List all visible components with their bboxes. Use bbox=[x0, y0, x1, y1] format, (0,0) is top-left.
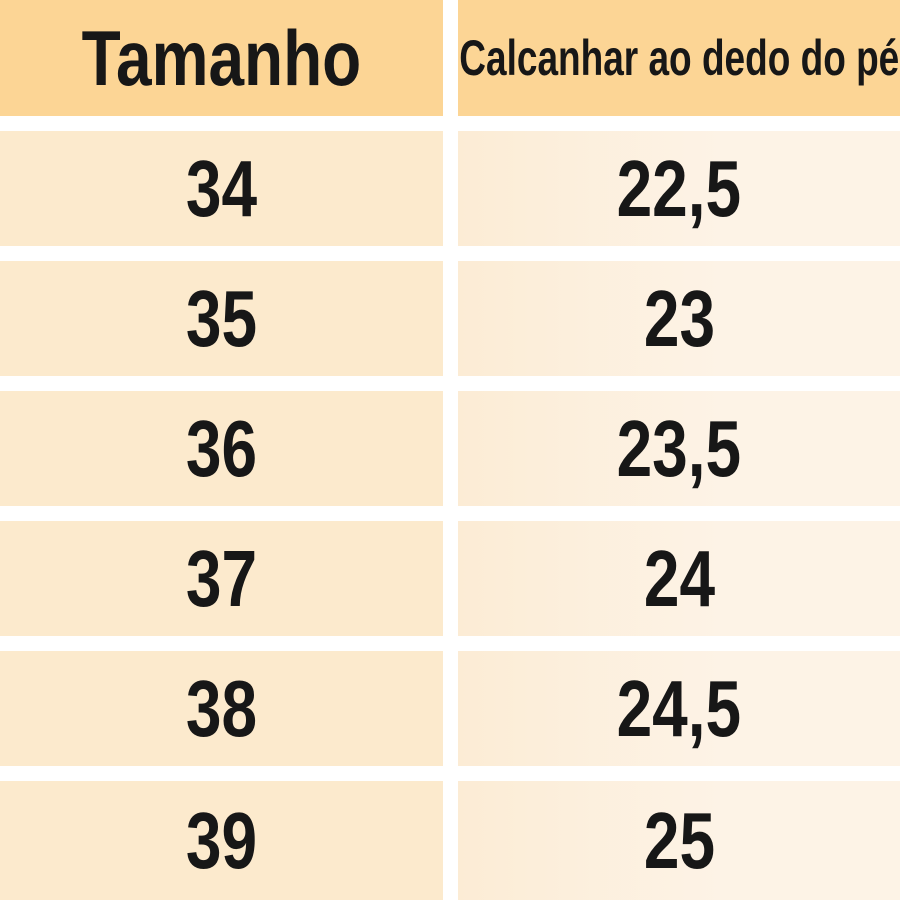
measure-value: 25 bbox=[643, 795, 715, 885]
table-row-3-size-cell: 36 bbox=[0, 391, 443, 506]
table-row-6-measure-cell: 25 bbox=[458, 781, 900, 900]
column-header-calcanhar-label: Calcanhar ao dedo do pé bbox=[459, 30, 899, 86]
table-row-3-measure-cell: 23,5 bbox=[458, 391, 900, 506]
table-row-2-size-cell: 35 bbox=[0, 261, 443, 376]
size-value: 34 bbox=[185, 143, 258, 233]
size-value: 39 bbox=[185, 795, 258, 885]
table-row-6-size-cell: 39 bbox=[0, 781, 443, 900]
table-row-1-measure-cell: 22,5 bbox=[458, 131, 900, 246]
table-row-5-measure-cell: 24,5 bbox=[458, 651, 900, 766]
measure-value: 22,5 bbox=[616, 143, 742, 233]
table-row-4-measure-cell: 24 bbox=[458, 521, 900, 636]
column-header-tamanho: Tamanho bbox=[0, 0, 443, 116]
column-header-tamanho-label: Tamanho bbox=[81, 14, 362, 102]
size-value: 36 bbox=[185, 403, 258, 493]
table-row-4-size-cell: 37 bbox=[0, 521, 443, 636]
table-row-2-measure-cell: 23 bbox=[458, 261, 900, 376]
column-header-calcanhar-ao-dedo-do-pe: Calcanhar ao dedo do pé bbox=[458, 0, 900, 116]
table-row-5-size-cell: 38 bbox=[0, 651, 443, 766]
measure-value: 23,5 bbox=[616, 403, 742, 493]
table-row-1-size-cell: 34 bbox=[0, 131, 443, 246]
measure-value: 24,5 bbox=[616, 663, 742, 753]
measure-value: 23 bbox=[643, 273, 715, 363]
size-value: 38 bbox=[185, 663, 258, 753]
size-value: 37 bbox=[185, 533, 258, 623]
size-value: 35 bbox=[185, 273, 258, 363]
measure-value: 24 bbox=[643, 533, 715, 623]
